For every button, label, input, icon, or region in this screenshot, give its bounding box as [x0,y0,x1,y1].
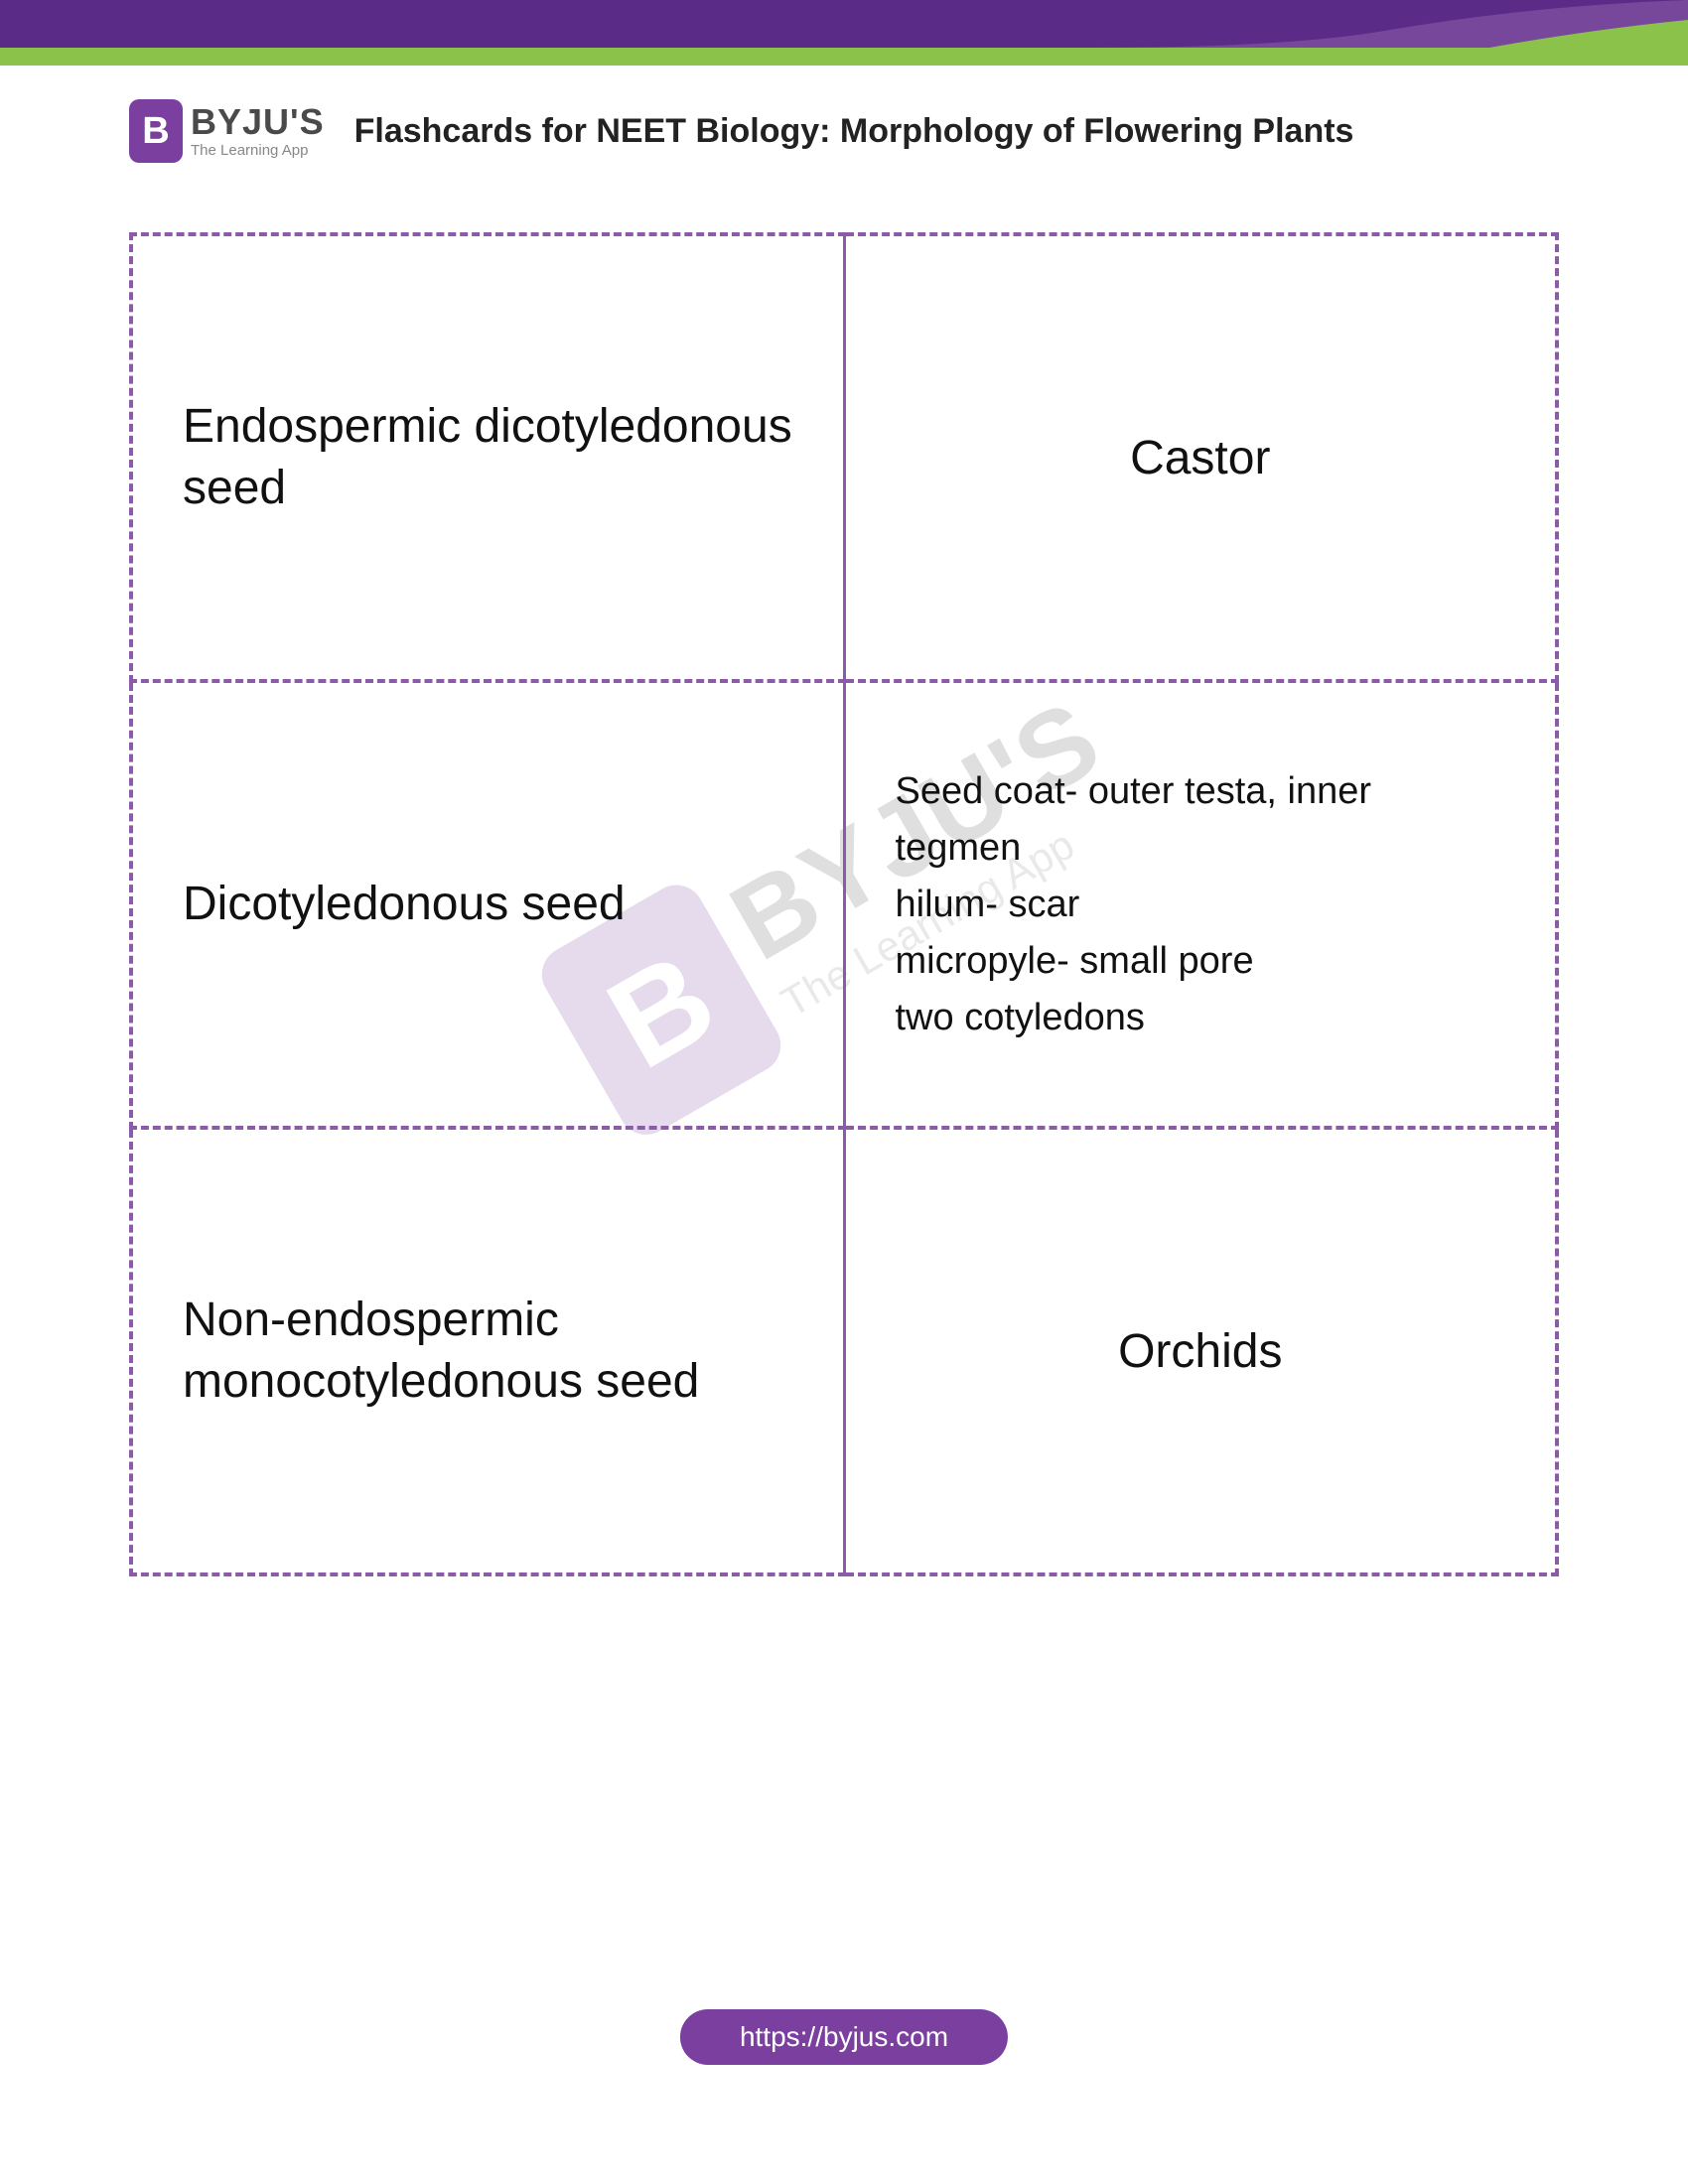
table-row: Non-endospermic monocotyledonous seed Or… [131,1128,1557,1574]
logo-letter: B [142,110,169,153]
flashcard-definition-cell: Seed coat- outer testa, inner tegmen hil… [844,681,1557,1128]
flashcard-grid: B BYJU'S The Learning App Endospermic di… [129,232,1559,1576]
table-row: Dicotyledonous seed Seed coat- outer tes… [131,681,1557,1128]
flashcard-table: Endospermic dicotyledonous seed Castor D… [129,232,1559,1576]
brand-logo: B BYJU'S The Learning App [129,99,325,163]
page-title: Flashcards for NEET Biology: Morphology … [354,112,1559,151]
flashcard-term-cell: Dicotyledonous seed [131,681,844,1128]
brand-name: BYJU'S [191,104,325,140]
footer-url-pill: https://byjus.com [680,2009,1008,2065]
table-row: Endospermic dicotyledonous seed Castor [131,234,1557,681]
header-row: B BYJU'S The Learning App Flashcards for… [0,69,1688,183]
top-banner [0,0,1688,69]
flashcard-term: Endospermic dicotyledonous seed [183,396,793,520]
flashcard-term: Non-endospermic monocotyledonous seed [183,1290,793,1414]
flashcard-definition: Orchids [896,1324,1506,1379]
flashcard-term: Dicotyledonous seed [183,874,793,935]
brand-tagline: The Learning App [191,142,325,159]
banner-curve [1092,0,1688,69]
footer-url-text: https://byjus.com [740,2021,948,2052]
flashcard-definition-cell: Orchids [844,1128,1557,1574]
logo-text-block: BYJU'S The Learning App [191,104,325,159]
flashcard-term-cell: Endospermic dicotyledonous seed [131,234,844,681]
flashcard-definition: Seed coat- outer testa, inner tegmen hil… [896,763,1506,1046]
flashcard-definition: Castor [896,431,1506,485]
logo-badge-icon: B [129,99,183,163]
flashcard-definition-cell: Castor [844,234,1557,681]
flashcard-term-cell: Non-endospermic monocotyledonous seed [131,1128,844,1574]
